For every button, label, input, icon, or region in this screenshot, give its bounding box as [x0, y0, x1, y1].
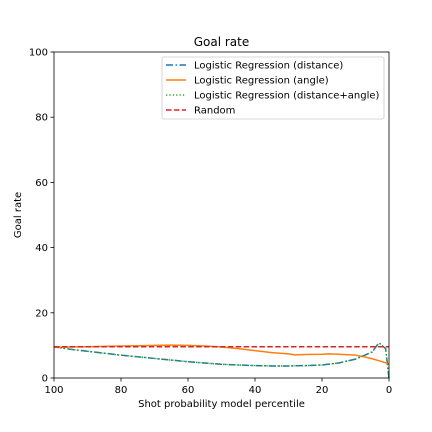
x-axis-label: Shot probability model percentile [138, 399, 305, 410]
x-tick-label: 20 [316, 385, 329, 396]
axes-frame [53, 51, 390, 379]
y-tick-label: 40 [35, 243, 48, 254]
x-tick-label: 60 [182, 385, 195, 396]
legend-label-4: Random [194, 106, 235, 117]
y-tick-label: 0 [42, 374, 48, 385]
legend-label-1: Logistic Regression (distance) [194, 61, 343, 72]
x-tick-label: 100 [44, 385, 63, 396]
x-tick-label: 0 [386, 385, 392, 396]
legend-box [161, 56, 385, 120]
y-axis-label: Goal rate [13, 192, 24, 238]
y-axis: 0 20 40 60 80 100 [29, 48, 54, 385]
x-tick-label: 40 [249, 385, 262, 396]
x-axis: 100 80 60 40 20 0 [44, 378, 392, 396]
y-tick-label: 100 [29, 48, 48, 59]
legend-label-3: Logistic Regression (distance+angle) [194, 91, 379, 102]
plot-area [53, 342, 390, 379]
legend-label-2: Logistic Regression (angle) [194, 76, 329, 87]
y-tick-label: 80 [35, 113, 48, 124]
series-line-1 [53, 342, 390, 379]
chart-title: Goal rate [194, 35, 250, 49]
x-tick-label: 80 [115, 385, 128, 396]
legend: Logistic Regression (distance) Logistic R… [161, 56, 385, 120]
series-line-3 [53, 342, 390, 379]
y-tick-label: 60 [35, 178, 48, 189]
y-tick-label: 20 [35, 308, 48, 319]
